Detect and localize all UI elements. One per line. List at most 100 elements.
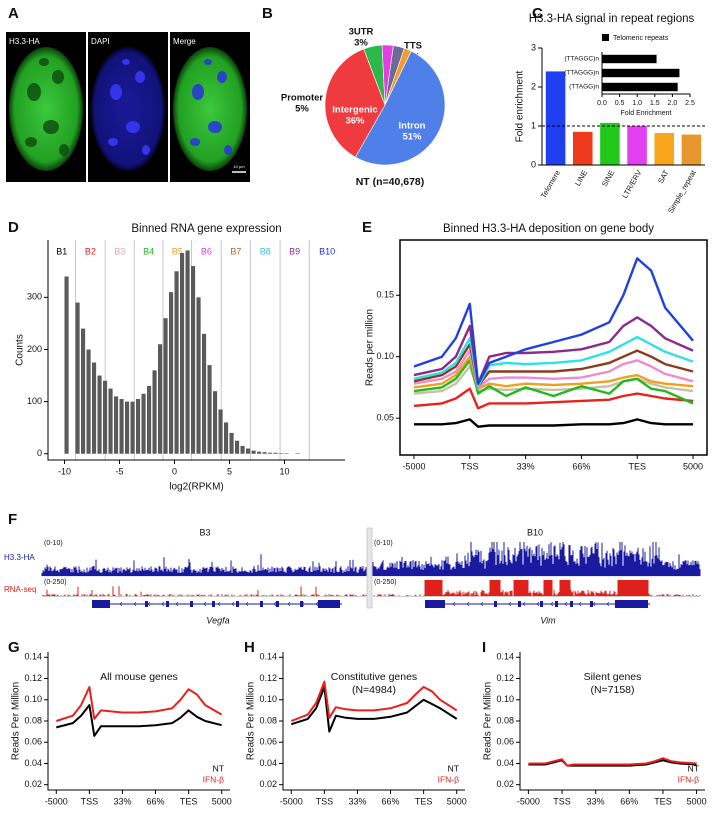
panel-letter: I — [482, 639, 486, 656]
plot-frame — [399, 239, 708, 456]
x-tick-label: 66% — [147, 796, 165, 806]
histogram-bar — [141, 393, 146, 454]
x-tick-label: 10 — [279, 466, 289, 476]
slice-label: Intergenic — [332, 105, 377, 116]
axis — [541, 48, 705, 166]
x-tick-label: 33% — [113, 796, 131, 806]
x-tick-label: TSS — [461, 461, 479, 471]
gene-exon — [555, 601, 558, 607]
panel-letter: A — [8, 5, 19, 22]
x-tick-label: TES — [628, 461, 646, 471]
y-tick-label: 0.08 — [24, 715, 42, 725]
gene-strand — [536, 601, 540, 607]
gene-exon — [236, 601, 239, 607]
x-tick-label: 5000 — [212, 796, 232, 806]
y-tick-label: 0.12 — [496, 673, 514, 683]
y-tick-label: 0.05 — [376, 413, 394, 423]
pie-slice — [381, 44, 394, 106]
axis — [282, 652, 465, 791]
x-tick-label: 5 — [227, 466, 232, 476]
y-axis-label: Fold enrichment — [515, 70, 526, 142]
histogram-bar — [218, 409, 223, 454]
histogram-bar — [213, 391, 218, 454]
y-tick-label: 0 — [531, 159, 536, 169]
x-tick-label: -10 — [58, 466, 71, 476]
x-tick-label: Telomere — [539, 168, 562, 199]
x-tick-label: 2.5 — [685, 100, 695, 107]
histogram-bar — [284, 453, 289, 454]
histogram-bar — [279, 453, 284, 454]
bin-label: B1 — [56, 246, 67, 256]
y-tick-label: 0.06 — [24, 737, 42, 747]
gene-strand — [329, 601, 333, 607]
histogram-bar — [125, 401, 130, 454]
gene-exon — [494, 601, 497, 607]
y-tick-label: 0.10 — [496, 694, 514, 704]
chart-title: Binned H3.3-HA deposition on gene body — [443, 223, 654, 235]
axis — [47, 652, 230, 791]
x-axis-label: log2(RPKM) — [169, 482, 223, 493]
x-tick-label: SINE — [600, 168, 617, 188]
series-line — [413, 365, 694, 395]
x-tick-label: 33% — [587, 796, 605, 806]
y-tick-label: 2 — [531, 81, 536, 91]
gene-strand — [147, 601, 151, 607]
panel-letter: C — [532, 5, 543, 22]
series-line — [290, 686, 458, 733]
bin-label: B8 — [260, 246, 271, 256]
gene-exon — [590, 601, 593, 607]
gene-exon — [425, 600, 445, 608]
gene-name: Vim — [540, 615, 556, 625]
series-line — [414, 418, 693, 428]
bar — [654, 133, 675, 165]
slice-value-label: 36% — [345, 116, 365, 127]
gene-strand — [578, 601, 582, 607]
series-line — [528, 757, 697, 767]
gene-exon — [145, 601, 148, 607]
histogram-bar — [119, 399, 124, 454]
gene-strand — [494, 601, 498, 607]
y-tick-label: 0.08 — [496, 715, 514, 725]
bar — [602, 68, 680, 78]
y-tick-label: (TTAGGG)n — [564, 70, 599, 77]
pie-slice — [324, 48, 386, 158]
gene-exon — [570, 601, 573, 607]
track-name: RNA-seq — [4, 585, 36, 594]
x-tick-label: 5000 — [683, 461, 703, 471]
gene-exon — [615, 600, 648, 608]
slice-label: 3UTR — [349, 27, 374, 38]
gene-strand — [133, 601, 137, 607]
histogram-bar — [240, 445, 245, 454]
gene-strand — [522, 601, 526, 607]
gene-strand — [508, 601, 512, 607]
y-tick-label: 300 — [27, 292, 42, 302]
micrograph-merge: Merge 10 µm — [170, 32, 250, 182]
series-line — [413, 335, 694, 388]
x-tick-label: 66% — [572, 461, 590, 471]
histogram-bar — [180, 253, 185, 454]
series-line — [290, 680, 458, 722]
x-tick-label: 0 — [172, 466, 177, 476]
track-range: (0-250) — [44, 579, 67, 586]
gene-exon — [190, 601, 193, 607]
bar — [681, 134, 702, 165]
gene-strand — [245, 601, 249, 607]
series-line — [413, 349, 694, 389]
histogram-bar — [268, 452, 273, 454]
x-tick-label: 33% — [348, 796, 366, 806]
histogram-bar — [97, 375, 102, 454]
histogram-bar — [262, 452, 267, 454]
y-tick-label: 0.10 — [376, 351, 394, 361]
chart-subtitle: (N=4984) — [352, 684, 396, 696]
x-tick-label: TES — [180, 796, 198, 806]
y-tick-label: 0 — [37, 448, 42, 458]
series-line — [55, 686, 223, 722]
x-tick-label: 66% — [620, 796, 638, 806]
series-line — [413, 316, 694, 385]
gene-exon — [518, 601, 521, 607]
y-tick-label: 0.06 — [259, 737, 277, 747]
panel-letter: F — [8, 511, 17, 528]
x-tick-label: SAT — [656, 168, 671, 185]
micrograph-dapi: DAPI — [88, 32, 168, 182]
axis — [519, 652, 705, 791]
